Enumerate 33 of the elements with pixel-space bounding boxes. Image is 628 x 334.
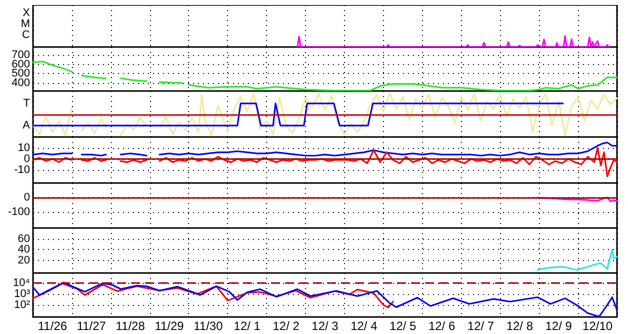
x-tick-label: 11/30 xyxy=(194,319,224,333)
x-tick-label: 12/ 8 xyxy=(506,319,534,333)
x-tick-label: 12/ 5 xyxy=(390,319,417,333)
y-tick-label: -100 xyxy=(8,206,30,218)
x-tick-label: 12/ 9 xyxy=(545,319,572,333)
text: T xyxy=(23,98,30,110)
x-tick-label: 12/ 4 xyxy=(350,319,378,333)
x-tick-label: 11/28 xyxy=(116,319,146,333)
x-tick-label: 12/ 2 xyxy=(272,319,300,333)
x-tick-label: 11/27 xyxy=(76,319,106,333)
x-tick-label: 12/ 3 xyxy=(312,319,339,333)
y-tick-label: 0 xyxy=(24,152,30,165)
text: C xyxy=(22,29,30,41)
y-tick-label: 10⁴ xyxy=(13,276,30,289)
x-tick-label: 12/ 1 xyxy=(234,319,261,333)
x-tick-label: 12/10 xyxy=(582,319,613,333)
x-tick-label: 11/29 xyxy=(154,319,184,333)
text: A xyxy=(22,120,31,132)
y-tick-label: 60 xyxy=(18,232,30,245)
y-tick-label: 10² xyxy=(14,298,30,311)
y-tick-label: 40 xyxy=(18,244,30,256)
y-tick-label: 700 xyxy=(12,48,30,61)
y-tick-label: 0 xyxy=(24,191,30,204)
text: X xyxy=(22,7,31,19)
y-tick-label: 400 xyxy=(12,77,30,90)
y-tick-label: -10 xyxy=(14,164,30,176)
x-tick-label: 12/ 6 xyxy=(428,319,456,333)
y-tick-label: 10³ xyxy=(14,288,30,300)
text: M xyxy=(20,18,30,30)
x-tick-label: 11/26 xyxy=(38,319,68,333)
y-tick-label: 20 xyxy=(18,254,30,266)
y-tick-label: 10 xyxy=(18,142,30,154)
x-tick-label: 12/ 7 xyxy=(467,319,494,333)
